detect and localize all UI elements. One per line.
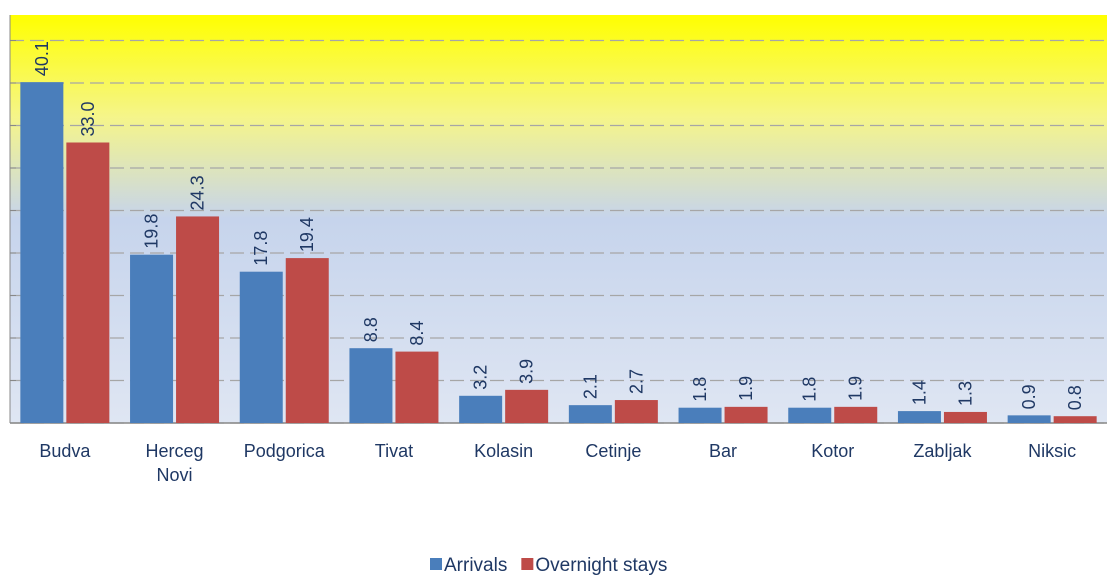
bar xyxy=(176,216,220,423)
bar xyxy=(678,407,722,423)
value-label: 17.8 xyxy=(251,231,271,266)
bar xyxy=(788,407,832,423)
value-label: 1.3 xyxy=(955,381,975,406)
bar xyxy=(614,400,658,423)
x-tick-label: Kotor xyxy=(811,441,854,461)
x-tick-label: Cetinje xyxy=(585,441,641,461)
bar xyxy=(66,142,110,423)
value-label: 33.0 xyxy=(78,101,98,136)
x-tick-label: Tivat xyxy=(375,441,413,461)
x-tick-label: Herceg Novi xyxy=(146,441,204,485)
bar xyxy=(724,406,768,423)
value-label: 24.3 xyxy=(188,175,208,210)
x-tick-label: Zabljak xyxy=(913,441,972,461)
x-tick-label-line: Herceg xyxy=(146,441,204,461)
value-label: 3.2 xyxy=(471,365,491,390)
bar xyxy=(1053,416,1097,423)
plot-background xyxy=(10,15,1107,423)
value-label: 8.4 xyxy=(407,321,427,346)
bar xyxy=(568,405,612,423)
value-label: 1.8 xyxy=(690,377,710,402)
value-label: 1.8 xyxy=(800,377,820,402)
x-tick-label-line: Novi xyxy=(157,465,193,485)
value-label: 1.9 xyxy=(846,376,866,401)
bar xyxy=(505,389,549,423)
x-tick-label: Kolasin xyxy=(474,441,533,461)
value-label: 8.8 xyxy=(361,317,381,342)
bar xyxy=(285,258,329,423)
bar xyxy=(349,348,393,423)
value-label: 1.4 xyxy=(909,380,929,405)
value-label: 40.1 xyxy=(32,41,52,76)
value-label: 2.7 xyxy=(626,369,646,394)
bar xyxy=(239,271,283,423)
x-tick-label: Niksic xyxy=(1028,441,1076,461)
value-label: 2.1 xyxy=(580,374,600,399)
value-label: 19.8 xyxy=(142,214,162,249)
value-label: 3.9 xyxy=(517,359,537,384)
legend-label: Arrivals xyxy=(444,555,507,576)
x-tick-label: Budva xyxy=(39,441,91,461)
value-label: 1.9 xyxy=(736,376,756,401)
legend-swatch xyxy=(521,558,534,570)
bar xyxy=(459,395,503,423)
bar xyxy=(834,406,878,423)
value-label: 0.9 xyxy=(1019,384,1039,409)
x-tick-label: Bar xyxy=(709,441,737,461)
x-tick-label: Podgorica xyxy=(244,441,326,461)
bar xyxy=(130,254,174,423)
legend-label: Overnight stays xyxy=(535,555,667,576)
legend-swatch xyxy=(430,558,442,570)
value-label: 19.4 xyxy=(297,217,317,252)
bar xyxy=(395,351,439,423)
bar xyxy=(20,82,64,424)
bar xyxy=(897,411,941,423)
value-label: 0.8 xyxy=(1065,385,1085,410)
bar xyxy=(943,411,987,423)
bar xyxy=(1007,415,1051,423)
